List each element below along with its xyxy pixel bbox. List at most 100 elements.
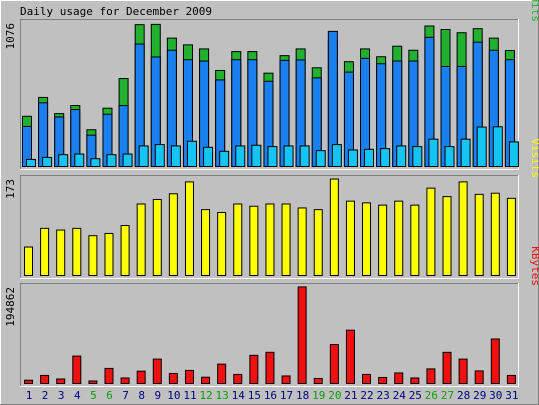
bar-pages bbox=[331, 144, 342, 168]
x-tick-label: 26 bbox=[425, 389, 438, 402]
x-tick-label: 17 bbox=[280, 389, 293, 402]
x-tick-label: 18 bbox=[296, 389, 309, 402]
x-tick-label: 2 bbox=[42, 389, 49, 402]
bar-visits bbox=[313, 209, 323, 276]
chart-panels: 1076 Pages/Files/Hits 173 Visits 194862 KByte… bbox=[4, 0, 539, 387]
bar-kbytes bbox=[88, 380, 98, 384]
x-tick-label: 27 bbox=[441, 389, 454, 402]
x-tick-label: 22 bbox=[360, 389, 373, 402]
x-tick-label: 3 bbox=[58, 389, 65, 402]
bar-kbytes bbox=[136, 370, 146, 384]
bar-visits bbox=[281, 203, 291, 276]
x-tick-label: 5 bbox=[90, 389, 97, 402]
legend-entry: KBytes bbox=[529, 246, 539, 286]
bar-pages bbox=[26, 158, 36, 168]
bar-kbytes bbox=[120, 377, 130, 384]
x-tick-label: 8 bbox=[138, 389, 145, 402]
legend-entry: Hits bbox=[529, 0, 539, 22]
bar-pages bbox=[396, 145, 407, 167]
bar-kbytes bbox=[184, 369, 194, 385]
bar-kbytes bbox=[426, 368, 436, 385]
panel-kbytes: 194862 KBytes bbox=[4, 246, 539, 387]
bar-pages bbox=[90, 158, 101, 168]
x-tick-label: 10 bbox=[167, 389, 180, 402]
bar-pages bbox=[170, 145, 181, 167]
bar-visits bbox=[490, 192, 500, 276]
panel-legend: Visits bbox=[529, 138, 539, 178]
bar-kbytes bbox=[362, 373, 372, 384]
bar-pages bbox=[380, 148, 391, 168]
bar-visits bbox=[329, 178, 339, 276]
bar-kbytes bbox=[281, 375, 291, 384]
x-tick-label: 25 bbox=[409, 389, 422, 402]
bar-pages bbox=[203, 146, 214, 167]
bar-kbytes bbox=[506, 374, 516, 385]
bar-kbytes bbox=[329, 344, 339, 384]
bar-pages bbox=[138, 145, 149, 167]
x-tick-label: 23 bbox=[377, 389, 390, 402]
bar-kbytes bbox=[265, 351, 275, 384]
bar-visits bbox=[24, 246, 33, 276]
bar-kbytes bbox=[152, 358, 162, 384]
bar-visits bbox=[184, 181, 194, 277]
bar-pages bbox=[42, 156, 53, 168]
bar-visits bbox=[249, 205, 259, 277]
bar-visits bbox=[394, 200, 404, 277]
x-tick-label: 29 bbox=[473, 389, 486, 402]
bar-pages bbox=[154, 144, 165, 168]
panel-legend: KBytes bbox=[529, 246, 539, 286]
x-tick-label: 12 bbox=[199, 389, 212, 402]
x-tick-label: 7 bbox=[122, 389, 129, 402]
x-tick-label: 6 bbox=[106, 389, 113, 402]
bar-visits bbox=[136, 203, 146, 276]
x-tick-label: 21 bbox=[344, 389, 357, 402]
bar-pages bbox=[347, 149, 358, 168]
bar-kbytes bbox=[217, 363, 227, 385]
bar-visits bbox=[88, 235, 98, 276]
bar-pages bbox=[251, 144, 262, 168]
bar-visits bbox=[265, 203, 275, 276]
bar-kbytes bbox=[40, 374, 50, 385]
bar-pages bbox=[58, 154, 69, 167]
y-max-label: 194862 bbox=[4, 287, 17, 327]
x-tick-label: 14 bbox=[232, 389, 246, 402]
x-tick-label: 28 bbox=[457, 389, 470, 402]
bar-kbytes bbox=[233, 373, 243, 384]
x-tick-label: 15 bbox=[248, 389, 261, 402]
bar-kbytes bbox=[297, 286, 307, 384]
bar-kbytes bbox=[24, 379, 33, 385]
x-tick-label: 16 bbox=[264, 389, 277, 402]
bar-visits bbox=[217, 211, 227, 276]
bar-visits bbox=[120, 225, 130, 276]
bar-pages bbox=[74, 153, 85, 168]
bar-kbytes bbox=[394, 372, 404, 384]
bar-pages bbox=[235, 145, 246, 167]
x-tick-label: 19 bbox=[312, 389, 325, 402]
x-tick-label: 31 bbox=[505, 389, 518, 402]
bar-pages bbox=[412, 146, 423, 168]
bar-pages bbox=[122, 153, 133, 168]
bar-visits bbox=[40, 227, 50, 277]
bar-pages bbox=[267, 146, 278, 168]
bar-kbytes bbox=[345, 329, 355, 384]
bar-visits bbox=[56, 229, 66, 276]
x-tick-label: 9 bbox=[154, 389, 161, 402]
x-tick-label: 30 bbox=[489, 389, 502, 402]
bar-visits bbox=[362, 202, 372, 276]
y-max-label: 1076 bbox=[4, 23, 17, 50]
bar-visits bbox=[345, 200, 355, 277]
bar-visits bbox=[233, 203, 243, 276]
bar-kbytes bbox=[104, 367, 114, 384]
x-tick-label: 4 bbox=[74, 389, 81, 402]
panel-legend: Pages/Files/Hits bbox=[529, 0, 539, 22]
bar-kbytes bbox=[490, 338, 500, 385]
bar-visits bbox=[72, 227, 82, 277]
bar-visits bbox=[458, 181, 468, 277]
x-tick-label: 24 bbox=[393, 389, 407, 402]
bar-visits bbox=[410, 204, 420, 277]
bar-kbytes bbox=[410, 377, 420, 384]
x-tick-label: 13 bbox=[216, 389, 229, 402]
bar-visits bbox=[201, 209, 211, 276]
bar-visits bbox=[474, 193, 484, 276]
